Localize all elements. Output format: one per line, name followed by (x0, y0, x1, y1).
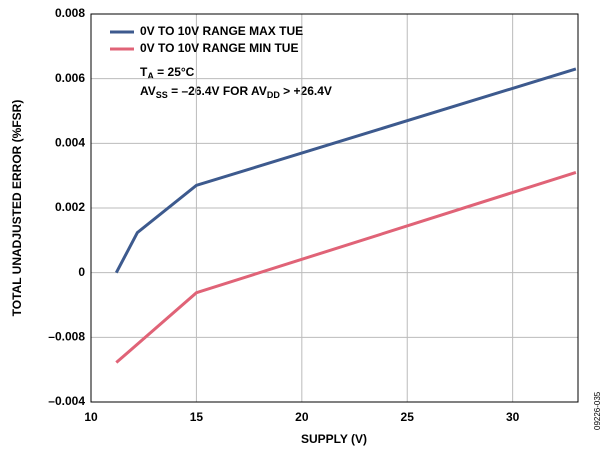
x-tick-label: 30 (506, 410, 520, 424)
x-tick-label: 15 (190, 410, 204, 424)
y-tick-label: –0.008 (48, 330, 85, 344)
annotation-subscript: DD (267, 90, 280, 100)
y-tick-label: 0.002 (55, 200, 85, 214)
x-tick-label: 20 (295, 410, 309, 424)
y-tick-label: 0.006 (55, 71, 85, 85)
legend-label: 0V TO 10V RANGE MAX TUE (140, 24, 303, 38)
x-tick-label: 10 (84, 410, 98, 424)
annotation-subscript: A (147, 71, 154, 81)
plot-frame (90, 13, 579, 403)
y-axis-label: TOTAL UNADJUSTED ERROR (%FSR) (10, 100, 24, 317)
x-axis-label: SUPPLY (V) (301, 432, 367, 446)
legend-label: 0V TO 10V RANGE MIN TUE (140, 41, 298, 55)
series-line (114, 67, 577, 274)
y-tick-label: –0.004 (48, 394, 85, 408)
y-tick-label: 0.004 (55, 136, 85, 150)
annotation-subscript: SS (156, 90, 168, 100)
annotation-part: AV (140, 84, 156, 98)
annotation-part: = –26.4V FOR AV (168, 84, 267, 98)
annotation: AVSS = –26.4V FOR AVDD > +26.4V (140, 84, 332, 100)
series-line (115, 171, 577, 364)
y-tick-label: 0 (78, 265, 85, 279)
y-tick-label: 0.008 (55, 6, 85, 20)
annotation-part: = 25°C (154, 65, 195, 79)
x-tick-label: 25 (401, 410, 415, 424)
annotation-part: T (140, 65, 148, 79)
annotation: TA = 25°C (140, 65, 195, 81)
annotation-part: > +26.4V (280, 84, 332, 98)
figure-code: 09226-035 (593, 391, 602, 430)
